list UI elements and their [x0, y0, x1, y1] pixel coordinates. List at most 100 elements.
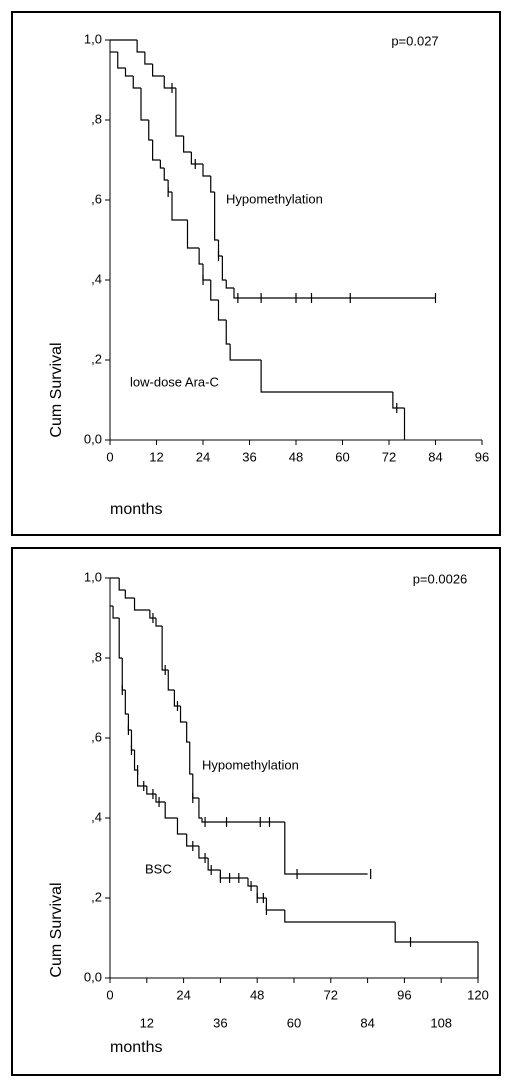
- survival-step: [229, 344, 262, 361]
- survival-step: [192, 774, 199, 799]
- y-tick-label: ,6: [91, 191, 102, 206]
- x-tick-label: 24: [196, 449, 210, 464]
- x-tick-label: 0: [106, 987, 113, 1002]
- survival-step: [148, 120, 153, 141]
- survival-step: [221, 256, 227, 281]
- y-tick-label: ,6: [91, 729, 102, 744]
- y-tick-label: ,8: [91, 649, 102, 664]
- x-tick-label: 72: [324, 987, 338, 1002]
- survival-step: [217, 300, 227, 321]
- survival-step: [117, 52, 126, 69]
- x-tick-label: 84: [428, 449, 442, 464]
- survival-step: [124, 690, 129, 715]
- panel-frame: [11, 11, 501, 536]
- survival-step: [155, 618, 163, 627]
- survival-step: [163, 76, 176, 89]
- survival-step: [247, 878, 258, 887]
- y-tick-label: 0,0: [84, 969, 102, 984]
- survival-step: [198, 846, 209, 859]
- survival-step: [183, 136, 192, 153]
- survival-step: [198, 248, 203, 265]
- survival-step: [190, 152, 203, 165]
- x-tick-label: 108: [430, 1015, 452, 1030]
- survival-step: [210, 176, 215, 193]
- survival-step: [118, 618, 123, 659]
- survival-step: [159, 160, 165, 169]
- x-axis-label: months: [110, 501, 162, 518]
- x-tick-label: 12: [149, 449, 163, 464]
- survival-step: [186, 220, 200, 249]
- survival-step: [133, 750, 138, 771]
- y-tick-label: ,8: [91, 111, 102, 126]
- series-label: Hypomethylation: [202, 757, 299, 772]
- survival-step: [144, 52, 153, 65]
- x-tick-label: 72: [382, 449, 396, 464]
- survival-step: [175, 88, 184, 137]
- survival-step: [265, 898, 285, 911]
- survival-step: [186, 722, 190, 743]
- survival-step: [201, 818, 285, 823]
- x-tick-label: 36: [213, 1015, 227, 1030]
- survival-step: [284, 822, 368, 875]
- survival-step: [149, 610, 156, 619]
- y-tick-label: ,2: [91, 889, 102, 904]
- x-tick-label: 96: [397, 987, 411, 1002]
- survival-step: [155, 794, 166, 803]
- p-value: p=0.027: [391, 33, 438, 48]
- x-tick-label: 24: [176, 987, 190, 1002]
- survival-step: [112, 606, 120, 619]
- survival-step: [210, 280, 219, 301]
- survival-step: [392, 392, 405, 409]
- x-tick-label: 36: [242, 449, 256, 464]
- series-label: low-dose Ara-C: [130, 374, 219, 389]
- survival-step: [207, 858, 221, 871]
- y-axis-label: Cum Survival: [48, 342, 65, 437]
- survival-step: [256, 886, 267, 899]
- survival-step: [189, 742, 193, 775]
- survival-step: [132, 76, 141, 89]
- p-value: p=0.0026: [413, 571, 468, 586]
- survival-step: [164, 802, 178, 819]
- survival-step: [225, 280, 234, 289]
- survival-step: [219, 870, 248, 879]
- survival-step: [161, 626, 169, 671]
- survival-step: [284, 910, 396, 923]
- x-tick-label: 84: [360, 1015, 374, 1030]
- survival-step: [163, 168, 169, 181]
- y-tick-label: ,4: [91, 809, 102, 824]
- series-label: Hypomethylation: [226, 191, 323, 206]
- x-tick-label: 60: [287, 1015, 301, 1030]
- y-tick-label: 1,0: [84, 569, 102, 584]
- y-tick-label: ,4: [91, 271, 102, 286]
- x-tick-label: 60: [335, 449, 349, 464]
- survival-step: [233, 288, 436, 299]
- survival-step: [124, 590, 135, 599]
- y-tick-label: 0,0: [84, 431, 102, 446]
- survival-step: [260, 360, 393, 393]
- survival-step: [214, 192, 219, 241]
- x-tick-label: 48: [250, 987, 264, 1002]
- survival-step: [202, 164, 211, 177]
- survival-step: [198, 798, 202, 819]
- x-tick-label: 12: [140, 1015, 154, 1030]
- survival-step: [167, 670, 175, 691]
- x-tick-label: 0: [106, 449, 113, 464]
- survival-step: [186, 834, 199, 847]
- survival-step: [152, 140, 161, 161]
- survival-step: [146, 786, 156, 795]
- survival-step: [176, 818, 187, 835]
- survival-step: [394, 922, 478, 943]
- survival-step: [136, 40, 145, 53]
- y-axis-label: Cum Survival: [48, 882, 65, 977]
- survival-step: [137, 770, 147, 787]
- x-tick-label: 96: [475, 449, 489, 464]
- x-tick-label: 120: [467, 987, 489, 1002]
- survival-step: [152, 64, 165, 77]
- survival-step: [173, 690, 181, 707]
- survival-step: [202, 264, 211, 281]
- survival-step: [124, 68, 134, 77]
- panel-frame: [11, 547, 501, 1076]
- survival-step: [133, 598, 150, 611]
- survival-step: [118, 578, 126, 591]
